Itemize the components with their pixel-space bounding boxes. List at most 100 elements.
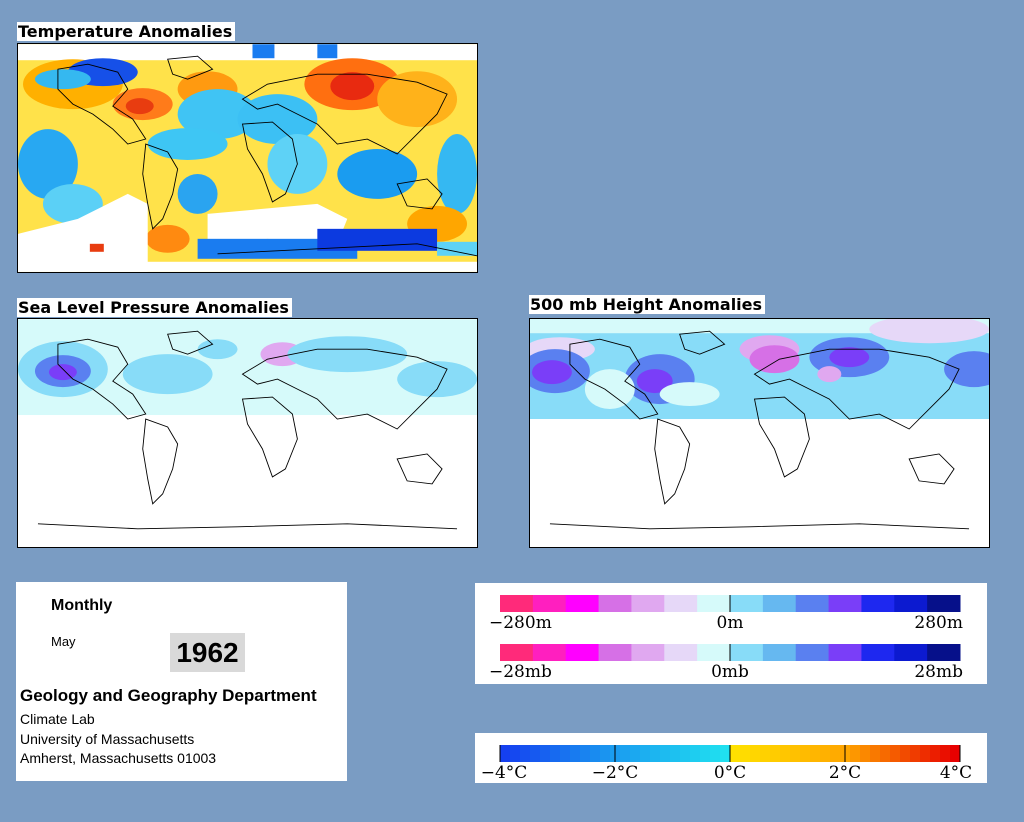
pressure-mid-label: 0mb	[711, 662, 749, 682]
height-anomaly-field	[530, 319, 989, 547]
pressure-legend-swatch	[697, 644, 731, 661]
height-legend-swatch	[631, 595, 665, 612]
temperature-legend-swatch	[870, 745, 881, 762]
temperature-legend-swatch	[750, 745, 761, 762]
temperature-tick-label: 0°C	[714, 763, 746, 783]
temperature-legend-swatch	[860, 745, 871, 762]
temperature-legend-swatch	[910, 745, 921, 762]
pressure-max-label: 28mb	[914, 662, 963, 682]
temperature-anomaly-field	[18, 44, 477, 272]
temperature-legend-swatch	[850, 745, 861, 762]
height-legend-swatch	[500, 595, 534, 612]
pressure-color-bar	[500, 644, 961, 661]
pressure-min-label: −28mb	[489, 662, 552, 682]
temperature-legend-swatch	[940, 745, 951, 762]
temperature-legend-swatch	[630, 745, 641, 762]
height-legend-swatch	[532, 595, 567, 612]
temperature-legend-swatch	[560, 745, 571, 762]
temperature-legend-swatch	[780, 745, 791, 762]
temperature-legend-swatch	[660, 745, 671, 762]
temperature-legend-swatch	[690, 745, 701, 762]
height-mid-label: 0m	[717, 613, 744, 633]
temperature-legend-swatch	[810, 745, 821, 762]
temperature-legend: −4°C −2°C 0°C 2°C 4°C	[475, 733, 987, 783]
temperature-legend-swatch	[570, 745, 581, 762]
pressure-legend-swatch	[631, 644, 665, 661]
pressure-legend-swatch	[861, 644, 895, 661]
temperature-legend-swatch	[540, 745, 551, 762]
temperature-legend-swatch	[770, 745, 781, 762]
university-name: University of Massachusetts	[20, 731, 195, 747]
year-label: 1962	[170, 633, 245, 672]
temperature-tick-label: 4°C	[940, 763, 972, 783]
height-legend-swatch	[828, 595, 862, 612]
height-500mb-map	[529, 318, 990, 548]
temperature-legend-swatch	[800, 745, 811, 762]
pressure-legend-swatch	[927, 644, 961, 661]
height-legend-swatch	[598, 595, 632, 612]
sea-level-pressure-map	[17, 318, 478, 548]
temperature-legend-swatch	[590, 745, 601, 762]
department-name: Geology and Geography Department	[20, 686, 317, 705]
temperature-legend-swatch	[720, 745, 731, 762]
temperature-tick-labels: −4°C −2°C 0°C 2°C 4°C	[481, 745, 972, 783]
pressure-legend-swatch	[762, 644, 797, 661]
height-legend-swatch	[894, 595, 928, 612]
temperature-legend-swatch	[830, 745, 841, 762]
info-panel: Monthly May 1962 Geology and Geography D…	[16, 582, 347, 781]
temperature-legend-swatch	[740, 745, 751, 762]
height-legend-swatch	[697, 595, 731, 612]
temperature-legend-swatch	[680, 745, 691, 762]
temperature-legend-swatch	[620, 745, 631, 762]
pressure-legend-swatch	[532, 644, 567, 661]
temperature-color-bar	[500, 745, 961, 762]
height-legend-swatch	[565, 595, 600, 612]
temperature-legend-swatch	[600, 745, 611, 762]
height-legend-swatch	[762, 595, 797, 612]
height-color-bar	[500, 595, 961, 612]
height500-map-title: 500 mb Height Anomalies	[529, 295, 766, 314]
temperature-legend-swatch	[730, 745, 741, 762]
temperature-legend-swatch	[930, 745, 941, 762]
temperature-legend-swatch	[520, 745, 531, 762]
pressure-legend-swatch	[828, 644, 862, 661]
lab-name: Climate Lab	[20, 711, 95, 727]
temperature-legend-swatch	[670, 745, 681, 762]
temperature-map-title: Temperature Anomalies	[17, 22, 236, 41]
height-pressure-legend: −280m 0m 280m −28mb 0mb 28mb	[475, 583, 987, 684]
temperature-legend-swatch	[500, 745, 511, 762]
temperature-legend-swatch	[820, 745, 831, 762]
temperature-legend-swatch	[790, 745, 801, 762]
temperature-legend-swatch	[700, 745, 711, 762]
temperature-legend-swatch	[640, 745, 651, 762]
temperature-legend-swatch	[950, 745, 961, 762]
temperature-legend-swatch	[710, 745, 721, 762]
height-legend-swatch	[730, 595, 764, 612]
height-min-label: −280m	[489, 613, 552, 633]
pressure-legend-swatch	[598, 644, 632, 661]
height-legend-swatch	[664, 595, 698, 612]
temperature-tick-label: −4°C	[481, 763, 528, 783]
period-label: Monthly	[51, 597, 113, 614]
height-max-label: 280m	[914, 613, 963, 633]
pressure-legend-swatch	[730, 644, 764, 661]
temperature-legend-swatch	[510, 745, 521, 762]
temperature-legend-swatch	[900, 745, 911, 762]
temperature-tick-label: 2°C	[829, 763, 861, 783]
slp-anomaly-field	[18, 319, 477, 547]
height-legend-swatch	[861, 595, 895, 612]
pressure-legend-swatch	[500, 644, 534, 661]
height-legend-swatch	[795, 595, 830, 612]
temperature-legend-swatch	[650, 745, 661, 762]
pressure-legend-swatch	[795, 644, 830, 661]
temperature-anomaly-map	[17, 43, 478, 273]
pressure-legend-swatch	[894, 644, 928, 661]
temperature-legend-swatch	[760, 745, 771, 762]
temperature-legend-swatch	[920, 745, 931, 762]
temperature-legend-swatch	[890, 745, 901, 762]
pressure-legend-swatch	[565, 644, 600, 661]
temperature-legend-swatch	[880, 745, 891, 762]
address: Amherst, Massachusetts 01003	[20, 750, 217, 766]
temperature-legend-swatch	[530, 745, 541, 762]
month-label: May	[51, 634, 76, 649]
